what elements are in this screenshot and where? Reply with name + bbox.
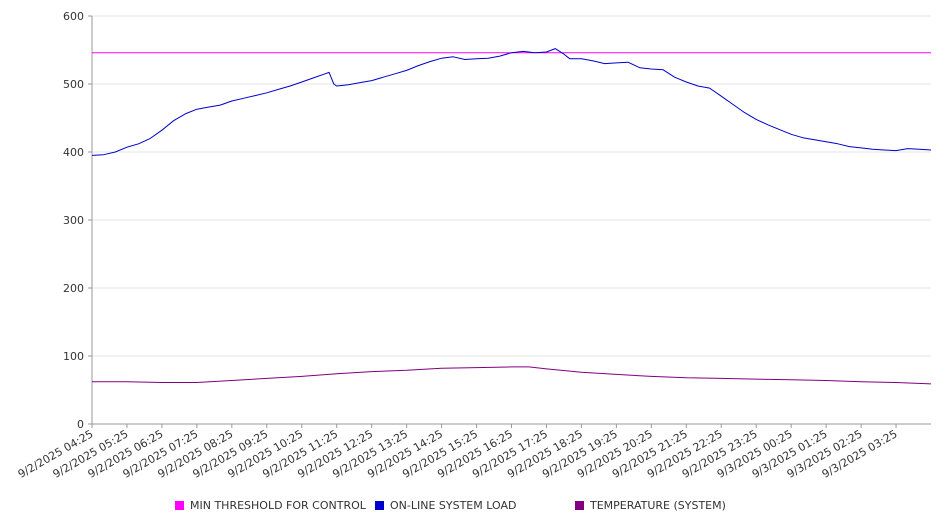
gridlines: [92, 15, 931, 357]
temperature-line: [92, 366, 932, 385]
legend-item-system-load[interactable]: ON-LINE SYSTEM LOAD: [375, 499, 516, 512]
legend-swatch-system-load: [375, 501, 384, 510]
legend-label-threshold: MIN THRESHOLD FOR CONTROL: [190, 499, 366, 512]
legend-label-temperature: TEMPERATURE (SYSTEM): [590, 499, 726, 512]
y-tick-label: 0: [77, 418, 84, 431]
axes: [88, 15, 931, 428]
legend: MIN THRESHOLD FOR CONTROL ON-LINE SYSTEM…: [0, 499, 946, 513]
y-tick-label: 200: [63, 282, 84, 295]
y-tick-labels: 0 100 200 300 400 500 600: [63, 10, 84, 431]
system-load-line: [91, 48, 932, 156]
legend-label-system-load: ON-LINE SYSTEM LOAD: [390, 499, 517, 512]
legend-item-temperature[interactable]: TEMPERATURE (SYSTEM): [575, 499, 726, 512]
series-lines: [91, 48, 932, 385]
y-tick-label: 500: [63, 78, 84, 91]
y-tick-label: 100: [63, 350, 84, 363]
y-tick-label: 600: [63, 10, 84, 23]
legend-swatch-temperature: [575, 501, 584, 510]
y-tick-label: 300: [63, 214, 84, 227]
y-tick-label: 400: [63, 146, 84, 159]
legend-item-threshold[interactable]: MIN THRESHOLD FOR CONTROL: [175, 499, 366, 512]
x-tick-labels: 9/2/2025 04:259/2/2025 05:259/2/2025 06:…: [16, 427, 900, 481]
legend-swatch-threshold: [175, 501, 184, 510]
